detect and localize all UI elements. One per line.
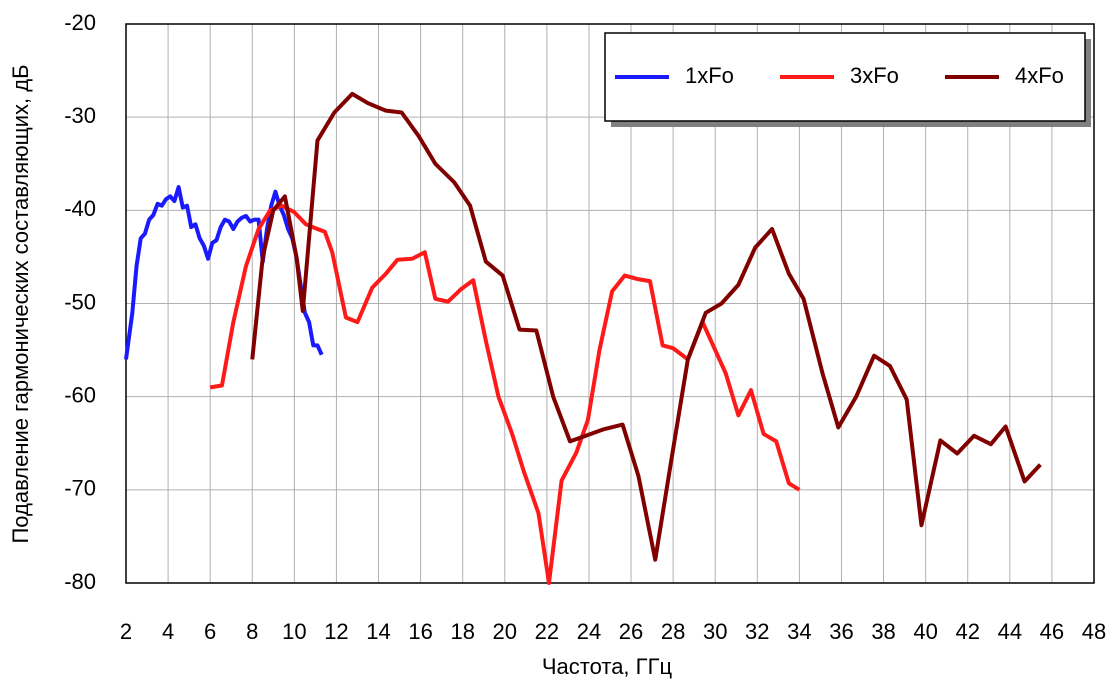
x-tick-label: 12 bbox=[324, 619, 348, 644]
y-axis-label: Подавление гармонических составляющих, д… bbox=[8, 64, 33, 543]
x-tick-label: 44 bbox=[998, 619, 1022, 644]
y-tick-label: -30 bbox=[64, 103, 96, 128]
x-tick-label: 10 bbox=[282, 619, 306, 644]
x-tick-label: 2 bbox=[120, 619, 132, 644]
x-tick-label: 20 bbox=[493, 619, 517, 644]
series-line bbox=[250, 91, 1042, 562]
x-tick-label: 8 bbox=[246, 619, 258, 644]
x-tick-label: 38 bbox=[871, 619, 895, 644]
legend-label: 3xFo bbox=[850, 63, 899, 88]
legend bbox=[604, 32, 1086, 122]
x-tick-label: 48 bbox=[1082, 619, 1106, 644]
x-tick-label: 42 bbox=[955, 619, 979, 644]
x-tick-label: 14 bbox=[366, 619, 390, 644]
x-tick-label: 6 bbox=[204, 619, 216, 644]
x-tick-label: 28 bbox=[661, 619, 685, 644]
x-axis-label: Частота, ГГц bbox=[542, 654, 673, 679]
x-tick-label: 36 bbox=[829, 619, 853, 644]
x-tick-label: 22 bbox=[535, 619, 559, 644]
legend-label: 4xFo bbox=[1015, 63, 1064, 88]
y-tick-label: -70 bbox=[64, 476, 96, 501]
y-tick-label: -80 bbox=[64, 569, 96, 594]
x-tick-label: 34 bbox=[787, 619, 811, 644]
x-tick-label: 16 bbox=[408, 619, 432, 644]
x-tick-label: 46 bbox=[1040, 619, 1064, 644]
x-tick-label: 4 bbox=[162, 619, 174, 644]
x-tick-label: 32 bbox=[745, 619, 769, 644]
x-tick-label: 40 bbox=[913, 619, 937, 644]
x-tick-label: 30 bbox=[703, 619, 727, 644]
legend-label: 1xFo bbox=[685, 63, 734, 88]
y-tick-label: -60 bbox=[64, 382, 96, 407]
y-tick-label: -20 bbox=[64, 10, 96, 35]
x-tick-label: 26 bbox=[619, 619, 643, 644]
plot-frame bbox=[125, 23, 1095, 584]
y-tick-label: -50 bbox=[64, 289, 96, 314]
y-tick-label: -40 bbox=[64, 196, 96, 221]
x-tick-label: 24 bbox=[577, 619, 601, 644]
series-line bbox=[124, 185, 324, 360]
x-tick-label: 18 bbox=[450, 619, 474, 644]
